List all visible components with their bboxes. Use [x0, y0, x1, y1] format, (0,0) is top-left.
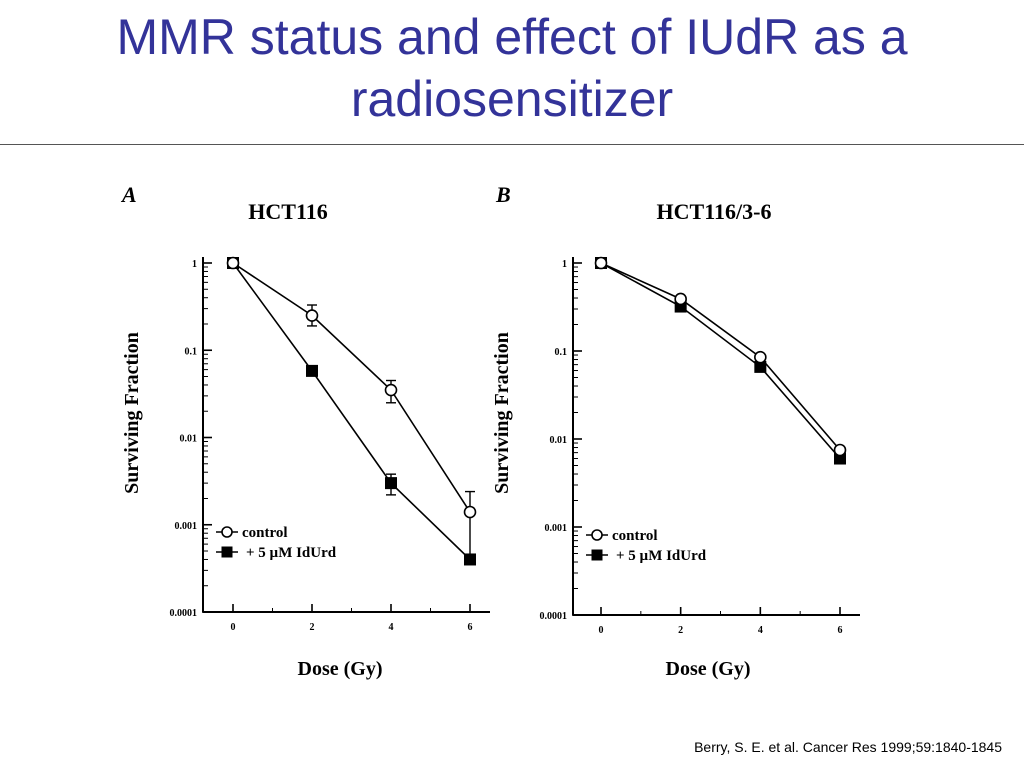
legend-marker-control [591, 529, 603, 541]
series-line [600, 262, 841, 460]
data-point-idurd [385, 477, 397, 490]
series-line [600, 262, 841, 451]
y-tick-label: 0.0001 [170, 608, 198, 619]
x-tick-label: 6 [838, 625, 843, 636]
y-tick-label: 0.01 [180, 434, 198, 445]
data-point-idurd [754, 360, 767, 373]
legend-marker-idurd [591, 549, 603, 561]
x-tick-label: 2 [310, 622, 315, 633]
legend-marker-control [221, 526, 233, 538]
legend-marker-idurd [221, 546, 233, 558]
y-tick-label: 0.1 [185, 346, 198, 357]
x-tick-label: 0 [599, 625, 604, 636]
panel-a-letter: A [120, 182, 137, 207]
x-tick-label: 4 [389, 622, 394, 633]
data-point-control [463, 505, 477, 519]
legend-label-control: control [612, 528, 658, 544]
x-tick-label: 2 [678, 625, 683, 636]
data-point-idurd [306, 364, 318, 377]
data-point-control [754, 350, 767, 364]
x-tick-label: 0 [231, 622, 236, 633]
panel-b-plot [594, 256, 847, 465]
panel-b: B HCT116/3-6 1 0.1 0.01 0.001 0.0001 0 2 4 6 con… [470, 160, 870, 700]
panel-a-plot [226, 256, 477, 566]
series-line [232, 262, 471, 561]
panel-a-axes [202, 257, 490, 613]
legend-label-control: control [242, 525, 288, 541]
panel-b-xlabel: Dose (Gy) [666, 658, 751, 680]
panel-b-title: HCT116/3-6 [657, 199, 772, 224]
chart-a-svg: A HCT116 1 0.1 0.01 0.001 0.0001 0 2 4 6 control… [120, 182, 490, 680]
y-tick-label: 0.1 [555, 347, 568, 358]
y-tick-label: 0.001 [545, 523, 568, 534]
series-line [232, 262, 471, 513]
panel-a-title: HCT116 [248, 199, 327, 224]
chart-b-svg: B HCT116/3-6 1 0.1 0.01 0.001 0.0001 0 2 4 6 con… [491, 182, 860, 680]
data-point-control [305, 309, 319, 322]
legend-label-idurd: + 5 µM IdUrd [246, 545, 337, 561]
data-point-idurd [464, 553, 476, 566]
panel-a-legend: control + 5 µM IdUrd [216, 525, 337, 561]
y-tick-label: 1 [192, 259, 197, 270]
panel-a-ylabel: Surviving Fraction [121, 332, 143, 494]
data-point-control [226, 256, 240, 270]
panel-a-xlabel: Dose (Gy) [298, 658, 383, 680]
y-tick-label: 1 [562, 259, 567, 270]
title-divider [0, 144, 1024, 145]
y-tick-label: 0.001 [175, 521, 198, 532]
y-tick-label: 0.0001 [540, 611, 568, 622]
slide-title: MMR status and effect of IUdR as a radio… [116, 9, 908, 127]
data-point-control [833, 443, 847, 457]
panel-a: A HCT116 1 0.1 0.01 0.001 0.0001 0 2 4 6 control… [100, 160, 500, 700]
data-point-control [594, 256, 608, 270]
y-tick-label: 0.01 [550, 435, 568, 446]
legend-label-idurd: + 5 µM IdUrd [616, 548, 707, 564]
citation: Berry, S. E. et al. Cancer Res 1999;59:1… [694, 739, 1002, 755]
data-point-control [674, 292, 687, 306]
x-tick-label: 4 [758, 625, 763, 636]
panel-b-ticks: 1 0.1 0.01 0.001 0.0001 0 2 4 6 [540, 259, 843, 636]
panel-b-legend: control + 5 µM IdUrd [586, 528, 707, 564]
panel-a-ticks: 1 0.1 0.01 0.001 0.0001 0 2 4 6 [170, 259, 473, 633]
panel-b-axes [572, 257, 860, 616]
data-point-control [384, 383, 398, 397]
panel-b-ylabel: Surviving Fraction [491, 332, 513, 494]
panel-b-letter: B [495, 182, 511, 207]
x-tick-label: 6 [468, 622, 473, 633]
